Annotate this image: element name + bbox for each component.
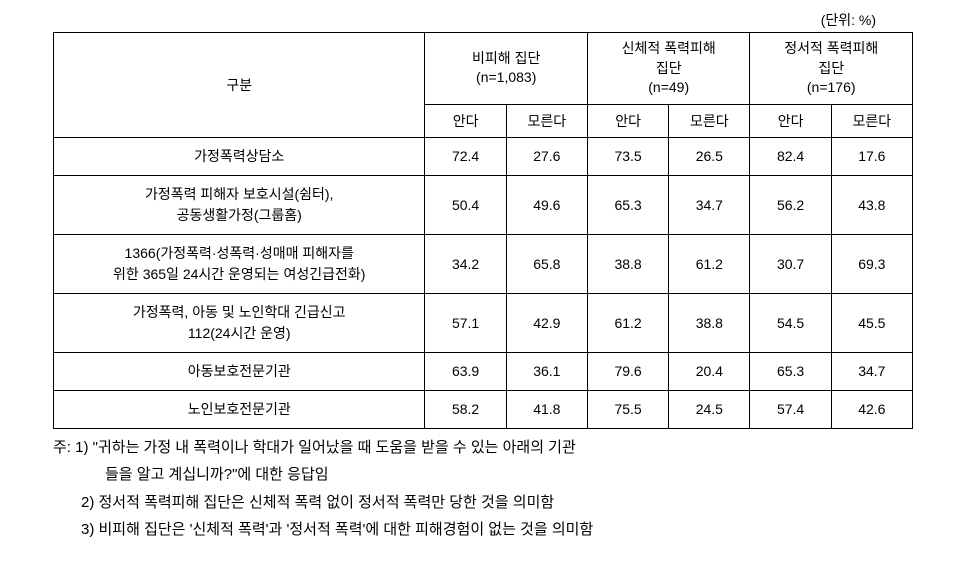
data-cell: 42.9 xyxy=(506,293,587,352)
data-cell: 72.4 xyxy=(425,137,506,175)
row-label: 가정폭력 피해자 보호시설(쉼터),공동생활가정(그룹홈) xyxy=(54,175,425,234)
data-cell: 79.6 xyxy=(587,352,668,390)
group-header-2: 정서적 폭력피해집단 (n=176) xyxy=(750,33,913,105)
table-row: 가정폭력, 아동 및 노인학대 긴급신고112(24시간 운영)57.142.9… xyxy=(54,293,913,352)
group-title-1: 신체적 폭력피해집단 xyxy=(622,40,716,76)
data-cell: 38.8 xyxy=(669,293,750,352)
table-row: 가정폭력 피해자 보호시설(쉼터),공동생활가정(그룹홈)50.449.665.… xyxy=(54,175,913,234)
group-header-0: 비피해 집단 (n=1,083) xyxy=(425,33,588,105)
subheader-0: 안다 xyxy=(425,104,506,137)
data-cell: 50.4 xyxy=(425,175,506,234)
group-subtitle-1: (n=49) xyxy=(648,79,689,95)
group-header-1: 신체적 폭력피해집단 (n=49) xyxy=(587,33,750,105)
group-title-2: 정서적 폭력피해집단 xyxy=(784,40,878,76)
data-cell: 82.4 xyxy=(750,137,831,175)
group-subtitle-0: (n=1,083) xyxy=(476,69,536,85)
data-cell: 34.7 xyxy=(831,352,912,390)
footnote-1-line2: 들을 알고 계십니까?"에 대한 응답임 xyxy=(53,462,913,488)
data-cell: 65.3 xyxy=(750,352,831,390)
table-row: 노인보호전문기관58.241.875.524.557.442.6 xyxy=(54,390,913,428)
data-table: 구분 비피해 집단 (n=1,083) 신체적 폭력피해집단 (n=49) 정서… xyxy=(53,32,913,429)
data-cell: 56.2 xyxy=(750,175,831,234)
table-body: 가정폭력상담소72.427.673.526.582.417.6가정폭력 피해자 … xyxy=(54,137,913,428)
data-cell: 57.1 xyxy=(425,293,506,352)
data-cell: 24.5 xyxy=(669,390,750,428)
data-cell: 43.8 xyxy=(831,175,912,234)
data-cell: 36.1 xyxy=(506,352,587,390)
data-cell: 65.3 xyxy=(587,175,668,234)
data-cell: 38.8 xyxy=(587,234,668,293)
data-cell: 73.5 xyxy=(587,137,668,175)
group-subtitle-2: (n=176) xyxy=(807,79,856,95)
row-label: 1366(가정폭력·성폭력·성매매 피해자를위한 365일 24시간 운영되는 … xyxy=(54,234,425,293)
data-cell: 41.8 xyxy=(506,390,587,428)
table-row: 가정폭력상담소72.427.673.526.582.417.6 xyxy=(54,137,913,175)
data-cell: 42.6 xyxy=(831,390,912,428)
data-cell: 57.4 xyxy=(750,390,831,428)
data-cell: 49.6 xyxy=(506,175,587,234)
subheader-1: 모른다 xyxy=(506,104,587,137)
subheader-3: 모른다 xyxy=(669,104,750,137)
data-cell: 61.2 xyxy=(587,293,668,352)
row-label: 아동보호전문기관 xyxy=(54,352,425,390)
data-cell: 69.3 xyxy=(831,234,912,293)
row-label: 노인보호전문기관 xyxy=(54,390,425,428)
table-row: 1366(가정폭력·성폭력·성매매 피해자를위한 365일 24시간 운영되는 … xyxy=(54,234,913,293)
subheader-5: 모른다 xyxy=(831,104,912,137)
data-cell: 34.2 xyxy=(425,234,506,293)
data-cell: 61.2 xyxy=(669,234,750,293)
data-cell: 27.6 xyxy=(506,137,587,175)
data-cell: 75.5 xyxy=(587,390,668,428)
data-cell: 45.5 xyxy=(831,293,912,352)
unit-label: (단위: %) xyxy=(40,10,926,30)
subheader-4: 안다 xyxy=(750,104,831,137)
data-cell: 17.6 xyxy=(831,137,912,175)
data-cell: 34.7 xyxy=(669,175,750,234)
data-cell: 30.7 xyxy=(750,234,831,293)
category-header: 구분 xyxy=(54,33,425,138)
footnotes: 주: 1) "귀하는 가정 내 폭력이나 학대가 일어났을 때 도움을 받을 수… xyxy=(53,435,913,543)
data-cell: 58.2 xyxy=(425,390,506,428)
row-label: 가정폭력, 아동 및 노인학대 긴급신고112(24시간 운영) xyxy=(54,293,425,352)
footnote-2: 2) 정서적 폭력피해 집단은 신체적 폭력 없이 정서적 폭력만 당한 것을 … xyxy=(53,490,913,516)
footnote-3: 3) 비피해 집단은 '신체적 폭력'과 '정서적 폭력'에 대한 피해경험이 … xyxy=(53,517,913,543)
data-cell: 26.5 xyxy=(669,137,750,175)
data-cell: 54.5 xyxy=(750,293,831,352)
subheader-2: 안다 xyxy=(587,104,668,137)
data-cell: 20.4 xyxy=(669,352,750,390)
footnote-1-line1: 주: 1) "귀하는 가정 내 폭력이나 학대가 일어났을 때 도움을 받을 수… xyxy=(53,435,913,461)
row-label: 가정폭력상담소 xyxy=(54,137,425,175)
data-cell: 63.9 xyxy=(425,352,506,390)
group-title-0: 비피해 집단 xyxy=(472,50,540,66)
header-row-1: 구분 비피해 집단 (n=1,083) 신체적 폭력피해집단 (n=49) 정서… xyxy=(54,33,913,105)
data-cell: 65.8 xyxy=(506,234,587,293)
table-row: 아동보호전문기관63.936.179.620.465.334.7 xyxy=(54,352,913,390)
